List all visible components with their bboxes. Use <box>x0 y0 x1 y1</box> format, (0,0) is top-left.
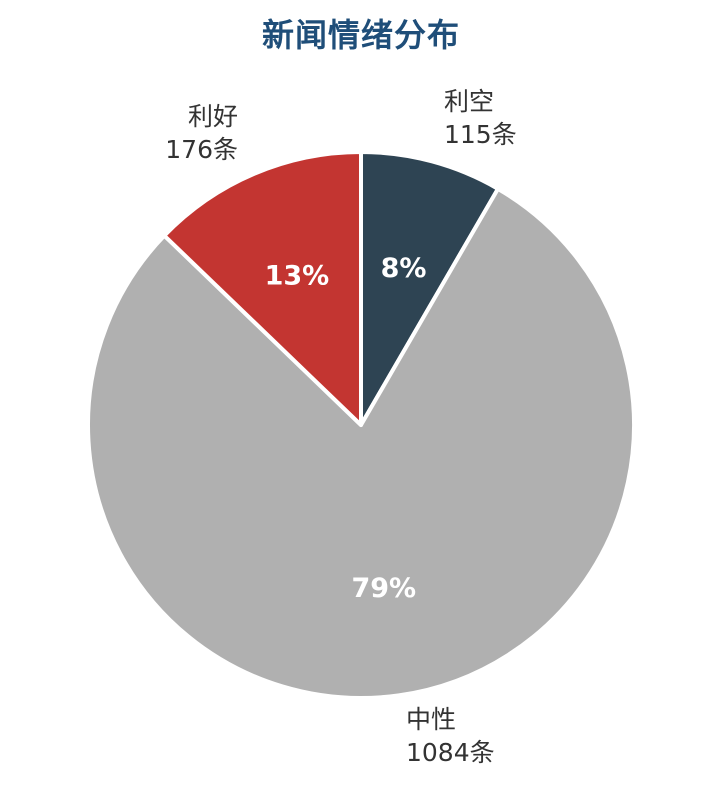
pie-slice-2 <box>162 150 363 427</box>
slice-percent-label-0: 8% <box>381 253 427 284</box>
chart-title: 新闻情绪分布 <box>261 16 460 54</box>
slice-percent-label-2: 13% <box>265 260 330 291</box>
slice-count-label-1: 1084条 <box>406 738 495 767</box>
slice-percent-label-1: 79% <box>351 573 416 604</box>
slice-count-label-2: 176条 <box>165 135 238 164</box>
slice-category-label-2: 利好 <box>188 102 238 131</box>
pie-slice-0 <box>359 150 500 427</box>
slice-category-label-1: 中性 <box>406 705 456 734</box>
slice-count-label-0: 115条 <box>444 120 517 149</box>
pie-slice-1 <box>86 186 636 700</box>
slice-category-label-0: 利空 <box>444 87 494 116</box>
